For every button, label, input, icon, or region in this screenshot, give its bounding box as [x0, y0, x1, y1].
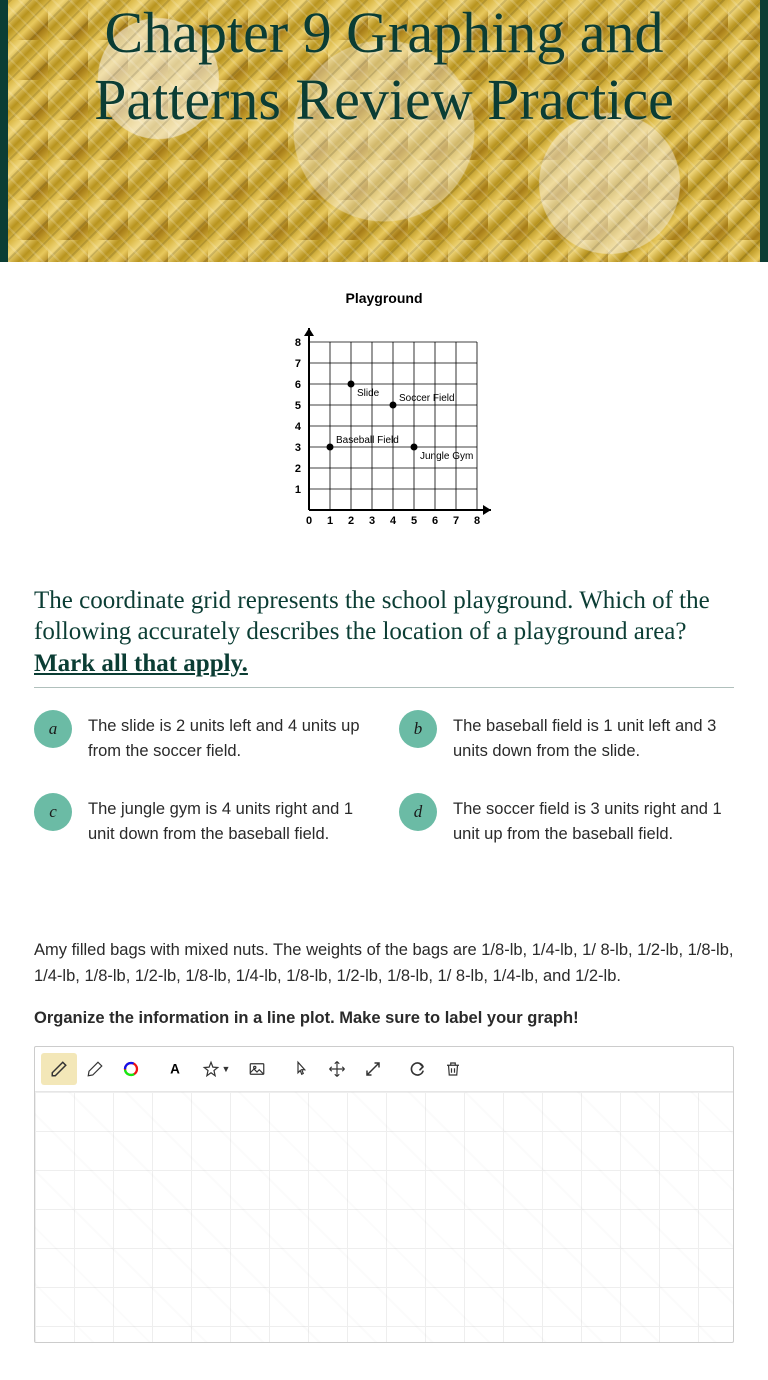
svg-text:0: 0: [306, 515, 312, 527]
svg-text:6: 6: [432, 515, 438, 527]
svg-text:6: 6: [295, 379, 301, 391]
text-tool-button[interactable]: A: [157, 1053, 193, 1085]
redo-tool-button[interactable]: [399, 1053, 435, 1085]
playground-grid-figure: Playground 0 1 2 3 4 5 6 7 8 1 2 3 4 5 6 7 8 Slide Soccer …: [34, 290, 734, 535]
choice-text-b: The baseball field is 1 unit left and 3 …: [453, 710, 734, 765]
svg-text:Slide: Slide: [357, 388, 380, 399]
shapes-tool-button[interactable]: ▼: [193, 1053, 239, 1085]
svg-text:5: 5: [295, 400, 301, 412]
svg-text:Jungle Gym: Jungle Gym: [420, 451, 473, 462]
header-banner: Chapter 9 Graphing and Patterns Review P…: [0, 0, 768, 262]
question1-prefix: The coordinate grid represents the schoo…: [34, 587, 710, 645]
svg-text:5: 5: [411, 515, 417, 527]
question1-prompt: The coordinate grid represents the schoo…: [34, 585, 734, 688]
page-title: Chapter 9 Graphing and Patterns Review P…: [8, 0, 760, 133]
svg-text:7: 7: [453, 515, 459, 527]
trash-tool-button[interactable]: [435, 1053, 471, 1085]
playground-grid-svg: 0 1 2 3 4 5 6 7 8 1 2 3 4 5 6 7 8 Slide Soccer Field Baseba…: [269, 310, 499, 530]
question2-text: Amy filled bags with mixed nuts. The wei…: [34, 938, 734, 989]
choice-text-c: The jungle gym is 4 units right and 1 un…: [88, 793, 369, 848]
content-area: Playground 0 1 2 3 4 5 6 7 8 1 2 3 4 5 6 7 8 Slide Soccer …: [0, 262, 768, 1343]
choice-c: c The jungle gym is 4 units right and 1 u…: [34, 793, 369, 848]
svg-text:3: 3: [369, 515, 375, 527]
choice-b: b The baseball field is 1 unit left and 3…: [399, 710, 734, 765]
svg-text:1: 1: [327, 515, 333, 527]
choice-text-a: The slide is 2 units left and 4 units up…: [88, 710, 369, 765]
color-tool-button[interactable]: [113, 1053, 149, 1085]
svg-text:2: 2: [295, 463, 301, 475]
drawing-widget: A▼: [34, 1046, 734, 1343]
pencil-tool-button[interactable]: [41, 1053, 77, 1085]
drawing-toolbar: A▼: [35, 1047, 733, 1092]
choice-badge-a[interactable]: a: [34, 710, 72, 748]
expand-tool-button[interactable]: [355, 1053, 391, 1085]
choice-badge-c[interactable]: c: [34, 793, 72, 831]
svg-text:3: 3: [295, 442, 301, 454]
choice-a: a The slide is 2 units left and 4 units u…: [34, 710, 369, 765]
svg-text:2: 2: [348, 515, 354, 527]
question1-choices: a The slide is 2 units left and 4 units u…: [34, 710, 734, 848]
image-tool-button[interactable]: [239, 1053, 275, 1085]
chevron-down-icon: ▼: [222, 1064, 231, 1074]
move-tool-button[interactable]: [319, 1053, 355, 1085]
svg-text:A: A: [170, 1062, 180, 1077]
question1-emphasis: Mark all that apply.: [34, 650, 248, 677]
svg-text:7: 7: [295, 358, 301, 370]
question2-instruction: Organize the information in a line plot.…: [34, 1009, 734, 1028]
svg-text:8: 8: [295, 337, 301, 349]
svg-text:Baseball Field: Baseball Field: [336, 435, 399, 446]
svg-text:1: 1: [295, 484, 301, 496]
choice-d: d The soccer field is 3 units right and 1…: [399, 793, 734, 848]
svg-text:4: 4: [295, 421, 302, 433]
svg-text:4: 4: [390, 515, 397, 527]
pen-tool-button[interactable]: [77, 1053, 113, 1085]
grid-title: Playground: [34, 290, 734, 306]
svg-text:Soccer Field: Soccer Field: [399, 393, 455, 404]
svg-text:8: 8: [474, 515, 480, 527]
drawing-canvas[interactable]: [35, 1092, 733, 1342]
choice-badge-b[interactable]: b: [399, 710, 437, 748]
pointer-tool-button[interactable]: [283, 1053, 319, 1085]
choice-badge-d[interactable]: d: [399, 793, 437, 831]
choice-text-d: The soccer field is 3 units right and 1 …: [453, 793, 734, 848]
